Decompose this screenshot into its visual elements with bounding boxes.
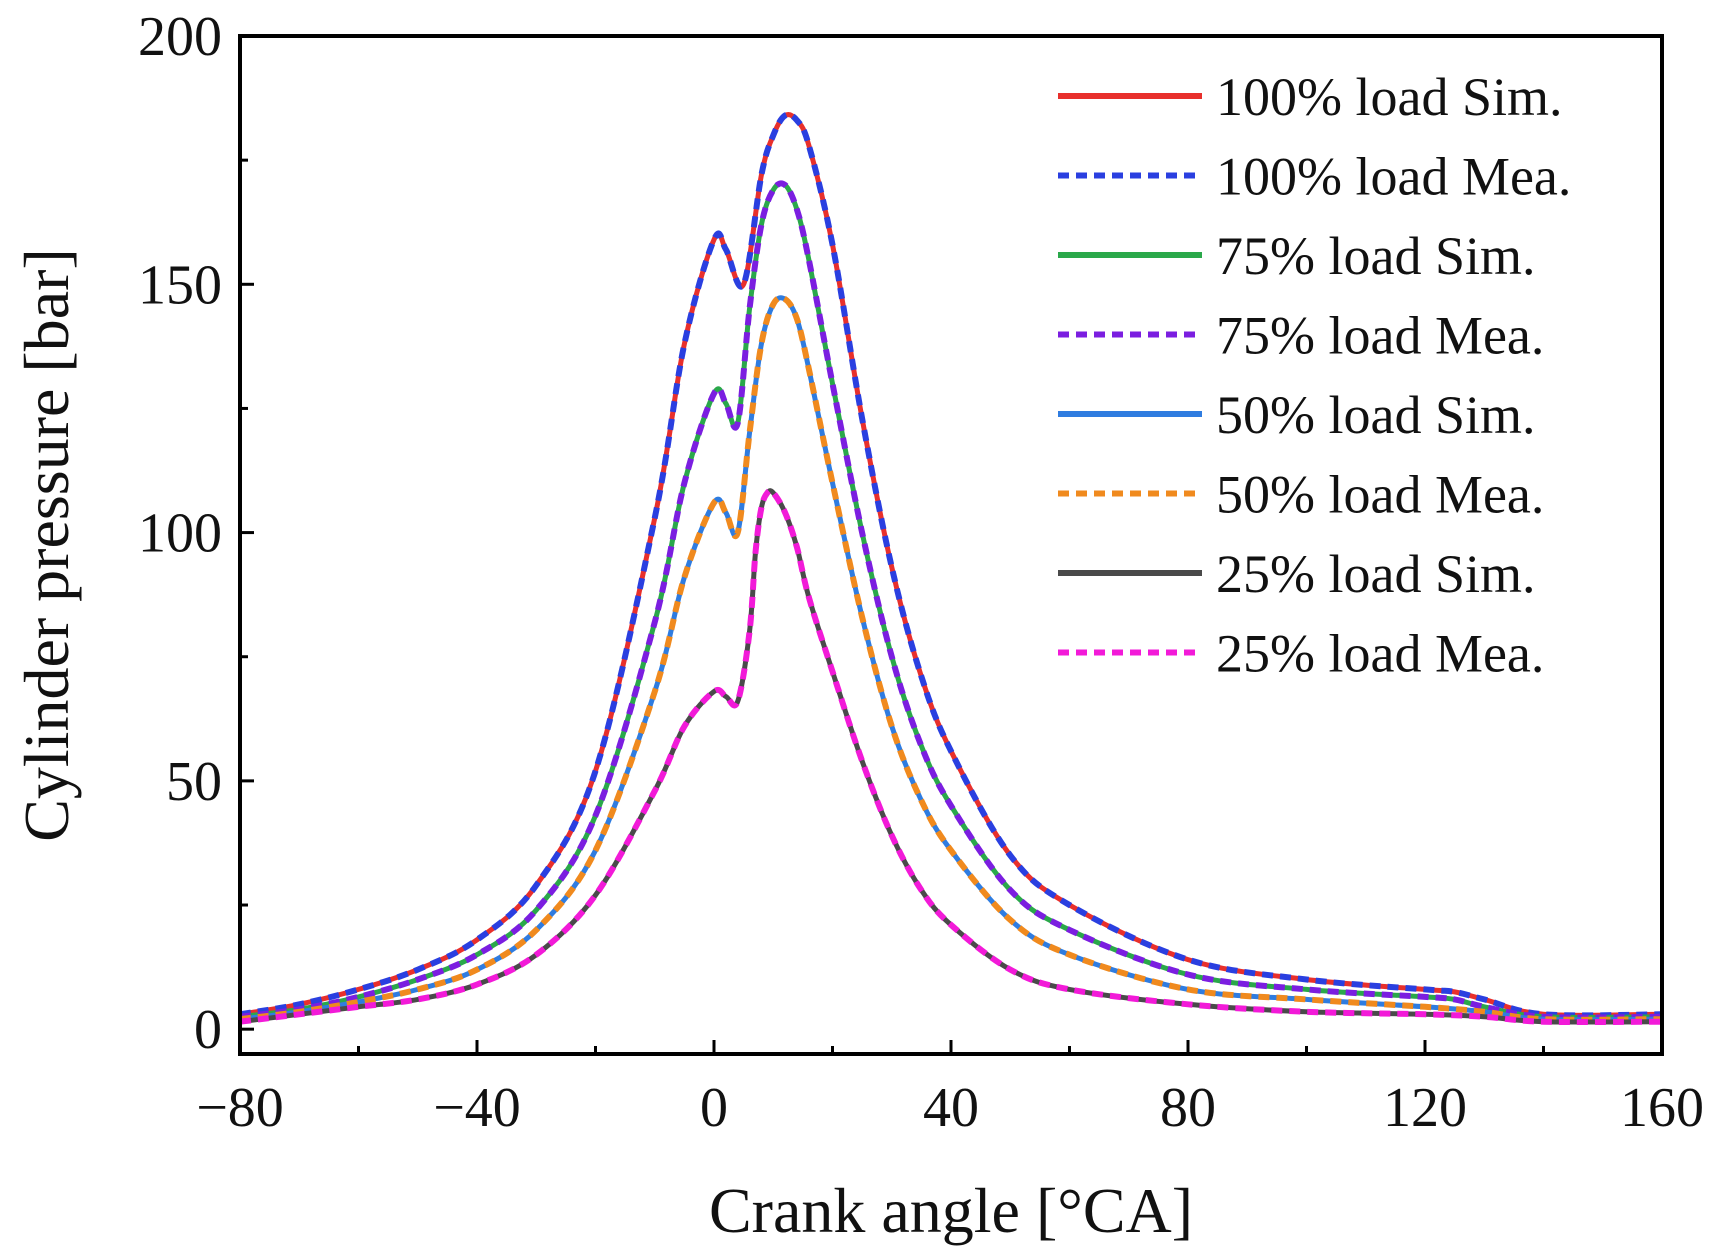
series-line-2 — [240, 111, 1662, 1019]
x-axis-ticks: −80 −40 0 40 80 120 160 — [196, 1040, 1704, 1139]
legend-label: 75% load Sim. — [1216, 226, 1536, 286]
legend-label: 50% load Mea. — [1216, 465, 1544, 525]
x-tick-label: 80 — [1160, 1077, 1216, 1139]
y-tick-label: 50 — [166, 751, 222, 813]
legend-label: 100% load Sim. — [1216, 67, 1563, 127]
x-tick-label: 160 — [1620, 1077, 1704, 1139]
x-axis-title: Crank angle [°CA] — [709, 1175, 1193, 1246]
legend: 100% load Sim. 100% load Mea. 75% load Sim… — [1058, 67, 1571, 684]
y-axis-title: Cylinder pressure [bar] — [11, 248, 82, 842]
legend-label: 100% load Mea. — [1216, 147, 1571, 207]
x-tick-label: −40 — [433, 1077, 521, 1139]
y-tick-label: 200 — [138, 6, 222, 68]
x-tick-label: 120 — [1383, 1077, 1467, 1139]
legend-label: 75% load Mea. — [1216, 306, 1544, 366]
legend-label: 25% load Mea. — [1216, 624, 1544, 684]
series-line-6 — [240, 294, 1662, 1023]
series-line-4 — [240, 180, 1662, 1021]
y-axis-ticks: 0 50 100 150 200 — [138, 6, 254, 1061]
y-tick-label: 0 — [194, 999, 222, 1061]
x-tick-label: 0 — [700, 1077, 728, 1139]
y-tick-label: 100 — [138, 503, 222, 565]
legend-label: 50% load Sim. — [1216, 385, 1536, 445]
x-tick-label: −80 — [196, 1077, 284, 1139]
series-line-8 — [240, 487, 1662, 1026]
x-tick-label: 40 — [923, 1077, 979, 1139]
y-tick-label: 150 — [138, 254, 222, 316]
legend-label: 25% load Sim. — [1216, 544, 1536, 604]
series-layer — [240, 111, 1662, 1026]
